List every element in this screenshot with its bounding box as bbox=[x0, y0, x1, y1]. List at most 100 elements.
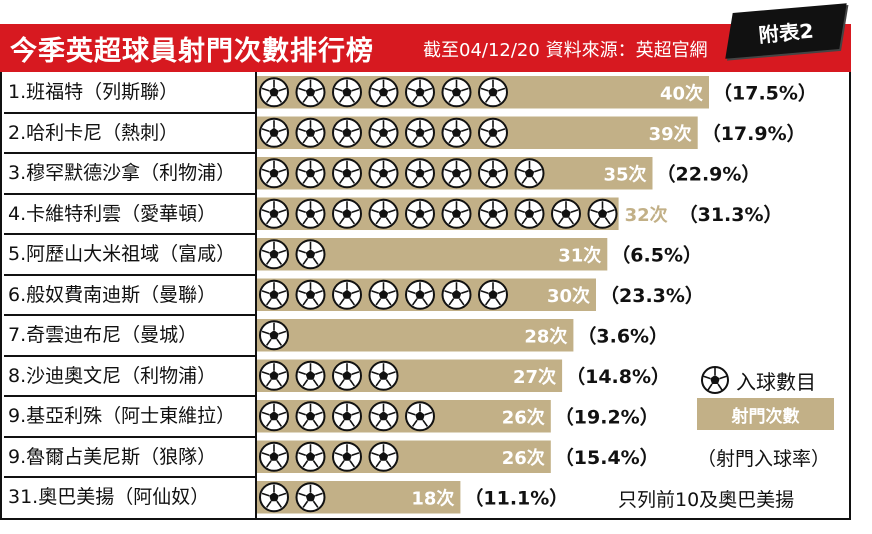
shots-value-label: 40次 bbox=[660, 82, 703, 104]
page-title: 今季英超球員射門次數排行榜 bbox=[10, 36, 374, 67]
header-bar: 今季英超球員射門次數排行榜 截至04/12/20 資料來源：英超官網 bbox=[0, 24, 851, 72]
shots-value-label: 30次 bbox=[547, 285, 590, 307]
goal-football-icon bbox=[514, 158, 545, 189]
legend-shots-label: 射門次數 bbox=[731, 406, 800, 427]
goal-football-icon bbox=[295, 401, 326, 432]
row-divider bbox=[4, 435, 257, 438]
goal-football-icon bbox=[295, 279, 326, 310]
goal-football-icon bbox=[332, 198, 362, 229]
player-label: 31.奧巴美揚（阿仙奴） bbox=[8, 486, 210, 508]
goal-football-icon bbox=[259, 77, 289, 108]
shot-conversion-rate-label: （17.5%） bbox=[713, 81, 817, 104]
goal-football-icon bbox=[405, 279, 435, 310]
goal-football-icon bbox=[259, 441, 289, 472]
shot-conversion-rate-label: （6.5%） bbox=[611, 243, 702, 266]
shots-bar bbox=[257, 481, 461, 514]
goal-football-icon bbox=[332, 158, 362, 189]
goal-football-icon bbox=[441, 117, 472, 148]
shots-value-label: 35次 bbox=[603, 163, 646, 185]
goal-football-icon bbox=[332, 117, 362, 148]
shot-conversion-rate-label: （31.3%） bbox=[679, 203, 783, 226]
goal-football-icon bbox=[259, 117, 289, 148]
player-label: 3.穆罕默德沙拿（利物浦） bbox=[8, 162, 236, 184]
player-label: 9.魯爾占美尼斯（狼隊） bbox=[8, 445, 217, 468]
row-divider bbox=[4, 152, 257, 154]
goal-football-icon bbox=[368, 401, 399, 432]
shots-value-label: 31次 bbox=[558, 244, 601, 266]
shots-value-label: 27次 bbox=[513, 366, 556, 388]
row-divider bbox=[4, 476, 257, 478]
row-divider bbox=[4, 395, 257, 397]
goal-football-icon bbox=[295, 441, 326, 472]
player-label: 6.般奴費南迪斯（曼聯） bbox=[8, 283, 217, 306]
goal-football-icon bbox=[368, 198, 399, 229]
shots-value-label: 18次 bbox=[411, 487, 454, 509]
goal-football-icon bbox=[295, 482, 326, 513]
goal-football-icon bbox=[478, 279, 508, 310]
player-label: 7.奇雲迪布尼（曼城） bbox=[8, 324, 198, 346]
row-divider bbox=[4, 354, 257, 357]
shot-conversion-rate-label: （19.2%） bbox=[555, 405, 659, 428]
goal-football-icon bbox=[441, 158, 472, 189]
goal-football-icon bbox=[587, 198, 618, 229]
player-label: 8.沙迪奧文尼（利物浦） bbox=[8, 364, 217, 387]
goal-football-icon bbox=[368, 279, 399, 310]
goal-football-icon bbox=[405, 158, 435, 189]
goal-football-icon bbox=[295, 117, 326, 148]
goal-football-icon bbox=[259, 158, 289, 189]
goal-football-icon bbox=[332, 279, 362, 310]
shots-value-label: 32次 bbox=[625, 204, 668, 226]
row-divider bbox=[4, 273, 257, 276]
legend-football-icon bbox=[701, 366, 729, 394]
goal-football-icon bbox=[368, 77, 399, 108]
goal-football-icon bbox=[368, 117, 399, 148]
shots-bar bbox=[257, 116, 698, 149]
shot-conversion-rate-label: （23.3%） bbox=[600, 284, 704, 307]
shot-conversion-rate-label: （11.1%） bbox=[464, 486, 568, 509]
shot-conversion-rate-label: （15.4%） bbox=[555, 446, 659, 469]
shots-bar bbox=[257, 319, 574, 352]
player-label: 1.班福特（列斯聯） bbox=[8, 81, 179, 103]
goal-football-icon bbox=[405, 117, 435, 148]
goal-football-icon bbox=[295, 198, 326, 229]
shots-value-label: 26次 bbox=[502, 406, 545, 428]
goal-football-icon bbox=[441, 77, 472, 108]
shot-conversion-rate-label: （17.9%） bbox=[702, 122, 806, 145]
goal-football-icon bbox=[259, 279, 289, 310]
goal-football-icon bbox=[259, 320, 289, 351]
goal-football-icon bbox=[478, 158, 508, 189]
goal-football-icon bbox=[478, 117, 508, 148]
legend-rate-label: （射門入球率） bbox=[697, 448, 831, 470]
goal-football-icon bbox=[332, 360, 362, 391]
goal-football-icon bbox=[295, 158, 326, 189]
footnote: 只列前10及奧巴美揚 bbox=[618, 489, 795, 511]
goal-football-icon bbox=[441, 198, 472, 229]
legend-goals-label: 入球數目 bbox=[736, 370, 816, 394]
shot-conversion-rate-label: （22.9%） bbox=[657, 162, 761, 185]
player-label: 4.卡維特利雲（愛華頓） bbox=[8, 202, 217, 225]
goal-football-icon bbox=[405, 198, 435, 229]
shot-conversion-rate-label: （3.6%） bbox=[577, 324, 668, 347]
shots-value-label: 26次 bbox=[502, 447, 545, 469]
player-label: 9.基亞利殊（阿士東維拉） bbox=[8, 405, 236, 427]
goal-football-icon bbox=[259, 239, 289, 270]
column-divider bbox=[255, 72, 257, 518]
source-note: 截至04/12/20 資料來源：英超官網 bbox=[423, 40, 708, 61]
goal-football-icon bbox=[332, 441, 362, 472]
goal-football-icon bbox=[368, 441, 399, 472]
goal-football-icon bbox=[551, 198, 581, 229]
player-label: 2.哈利卡尼（熱刺） bbox=[8, 121, 179, 144]
shots-value-label: 28次 bbox=[524, 325, 567, 347]
goal-football-icon bbox=[332, 77, 362, 108]
goal-football-icon bbox=[441, 279, 472, 310]
shots-value-label: 39次 bbox=[649, 123, 692, 145]
goal-football-icon bbox=[332, 401, 362, 432]
goal-football-icon bbox=[295, 77, 326, 108]
player-label: 5.阿歷山大米祖域（富咸） bbox=[8, 243, 236, 265]
goal-football-icon bbox=[368, 360, 399, 391]
shot-conversion-rate-label: （14.8%） bbox=[566, 365, 670, 388]
row-divider bbox=[4, 192, 257, 195]
goal-football-icon bbox=[405, 77, 435, 108]
goal-football-icon bbox=[478, 198, 508, 229]
